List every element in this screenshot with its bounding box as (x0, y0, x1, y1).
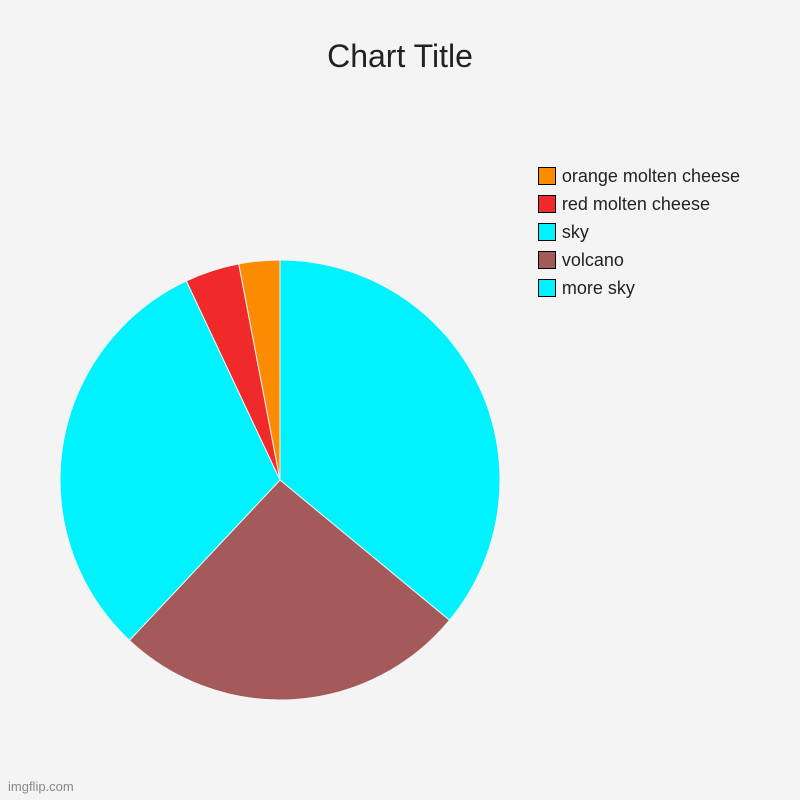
legend-swatch (538, 167, 556, 185)
legend-item: more sky (538, 277, 740, 299)
legend: orange molten cheese red molten cheese sky… (538, 165, 740, 305)
legend-item: volcano (538, 249, 740, 271)
pie-chart (60, 260, 500, 700)
legend-label: orange molten cheese (562, 165, 740, 187)
legend-swatch (538, 223, 556, 241)
legend-label: red molten cheese (562, 193, 710, 215)
legend-label: sky (562, 221, 589, 243)
legend-item: orange molten cheese (538, 165, 740, 187)
legend-item: red molten cheese (538, 193, 740, 215)
legend-swatch (538, 279, 556, 297)
watermark: imgflip.com (8, 779, 74, 794)
legend-swatch (538, 251, 556, 269)
chart-title: Chart Title (0, 38, 800, 75)
legend-label: volcano (562, 249, 624, 271)
legend-item: sky (538, 221, 740, 243)
legend-label: more sky (562, 277, 635, 299)
legend-swatch (538, 195, 556, 213)
